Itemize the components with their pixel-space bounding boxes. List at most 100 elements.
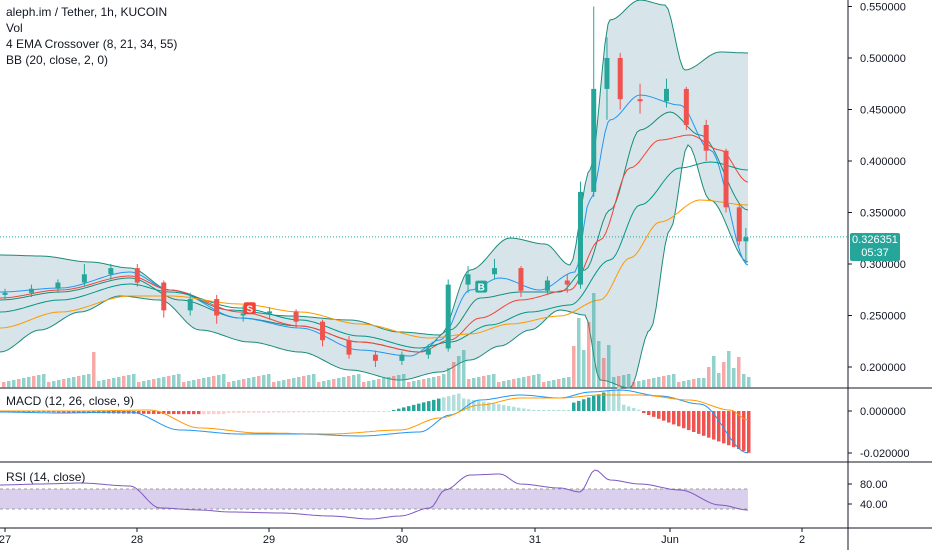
- volume-bar: [132, 374, 136, 388]
- macd-hist-bar: [352, 411, 356, 412]
- volume-bar: [542, 382, 546, 388]
- macd-hist-bar: [662, 411, 666, 421]
- macd-hist-bar: [247, 411, 251, 413]
- volume-bar: [732, 368, 736, 388]
- candle-body: [320, 321, 326, 341]
- macd-hist-bar: [242, 411, 246, 413]
- macd-hist-bar: [52, 411, 56, 413]
- volume-bar: [742, 374, 746, 388]
- volume-bar: [82, 375, 86, 388]
- symbol-title[interactable]: aleph.im / Tether, 1h, KUCOIN: [6, 5, 168, 19]
- volume-bar: [32, 376, 36, 388]
- ema-label[interactable]: 4 EMA Crossover (8, 21, 34, 55): [6, 37, 178, 51]
- volume-bar: [462, 350, 466, 388]
- volume-bar: [372, 380, 376, 388]
- candle-body: [267, 311, 273, 314]
- macd-hist-bar: [377, 411, 381, 412]
- macd-hist-bar: [287, 411, 291, 413]
- macd-hist-bar: [372, 411, 376, 412]
- volume-bar: [287, 379, 291, 388]
- volume-bar: [347, 376, 351, 388]
- volume-bar: [467, 379, 471, 388]
- volume-bar: [427, 378, 431, 388]
- volume-bar: [267, 374, 271, 388]
- chart-legend: aleph.im / Tether, 1h, KUCOIN Vol 4 EMA …: [6, 4, 177, 68]
- macd-hist-bar: [262, 411, 266, 413]
- bb-label[interactable]: BB (20, close, 2, 0): [6, 53, 109, 67]
- macd-hist-bar: [357, 411, 361, 412]
- rsi-label[interactable]: RSI (14, close): [6, 470, 86, 484]
- macd-hist-bar: [407, 406, 411, 411]
- macd-hist-bar: [697, 411, 701, 434]
- macd-hist-bar: [487, 402, 491, 411]
- time-tick-label: 28: [131, 534, 143, 546]
- candle-body: [604, 58, 610, 89]
- price-tick-label: 0.500000: [860, 53, 906, 65]
- candle-body: [187, 299, 193, 311]
- volume-bar: [452, 362, 456, 388]
- macd-hist-bar: [492, 403, 496, 411]
- volume-bar: [147, 380, 151, 388]
- macd-hist-bar: [507, 405, 511, 411]
- macd-hist-bar: [67, 411, 71, 413]
- candle-body: [293, 311, 299, 322]
- volume-bar: [602, 358, 606, 388]
- time-tick-label: 30: [396, 534, 408, 546]
- macd-hist-bar: [452, 394, 456, 411]
- volume-bar: [722, 362, 726, 388]
- volume-bar: [727, 351, 731, 388]
- macd-hist-bar: [692, 411, 696, 432]
- volume-bar: [327, 380, 331, 388]
- macd-hist-bar: [367, 411, 371, 412]
- volume-bar: [237, 380, 241, 388]
- macd-hist-bar: [62, 411, 66, 413]
- volume-bar: [97, 381, 101, 388]
- macd-hist-bar: [497, 404, 501, 411]
- volume-bar: [122, 376, 126, 388]
- volume-bar: [247, 378, 251, 388]
- macd-hist-bar: [717, 411, 721, 442]
- macd-hist-bar: [617, 387, 621, 411]
- volume-bar: [142, 381, 146, 388]
- macd-line: [0, 389, 749, 454]
- macd-label[interactable]: MACD (12, 26, close, 9): [6, 394, 135, 408]
- volume-bar: [692, 379, 696, 388]
- candle-body: [743, 237, 749, 242]
- volume-bar: [657, 377, 661, 388]
- volume-bar: [117, 377, 121, 388]
- volume-bar: [407, 382, 411, 388]
- macd-hist-bar: [422, 402, 426, 411]
- volume-bar: [377, 379, 381, 388]
- candle-body: [240, 313, 246, 316]
- macd-hist-bar: [187, 411, 191, 415]
- candles: [2, 6, 749, 367]
- candle-body: [134, 268, 140, 283]
- volume-bar: [87, 374, 91, 388]
- macd-hist-bar: [47, 411, 51, 413]
- marker-label: S: [246, 304, 253, 315]
- macd-hist-bar: [172, 411, 176, 415]
- price-tick-label: 0.550000: [860, 2, 906, 14]
- macd-hist-bar: [157, 411, 161, 414]
- volume-bar: [52, 381, 56, 388]
- volume-bar: [12, 380, 16, 388]
- macd-hist-bar: [177, 411, 181, 415]
- volume-bar: [152, 379, 156, 388]
- macd-hist-bar: [322, 411, 326, 413]
- candle-body: [736, 207, 742, 242]
- macd-hist-bar: [642, 411, 646, 414]
- volume-bar: [607, 345, 611, 388]
- volume-bar: [537, 374, 541, 388]
- macd-hist-bar: [582, 399, 586, 411]
- macd-hist-bar: [387, 411, 391, 412]
- volume-bar: [647, 379, 651, 388]
- volume-bar: [532, 375, 536, 388]
- volume-bar: [62, 379, 66, 388]
- macd-hist-bar: [687, 411, 691, 431]
- macd-hist-bar: [282, 411, 286, 413]
- vol-label[interactable]: Vol: [6, 21, 23, 35]
- volume-bar: [662, 376, 666, 388]
- macd-hist-bar: [292, 411, 296, 413]
- time-tick-label: Jun: [661, 534, 679, 546]
- macd-hist-bar: [462, 398, 466, 411]
